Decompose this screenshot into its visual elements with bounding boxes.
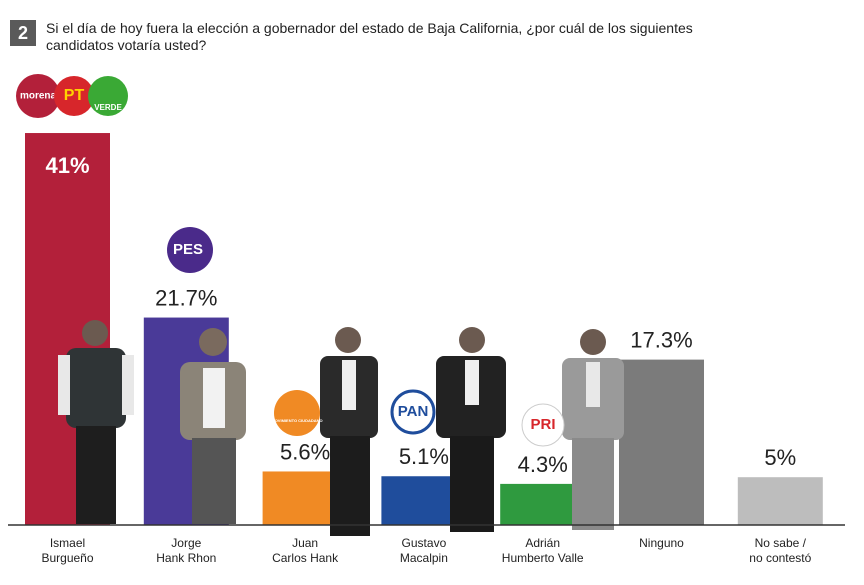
logo-text: PES: [173, 241, 203, 258]
value-label: 5.1%: [399, 444, 449, 469]
photo: [180, 328, 246, 524]
logo-text: PAN: [398, 403, 429, 420]
photo: [562, 329, 624, 530]
bar: [619, 359, 704, 525]
photo: [58, 320, 134, 524]
x-tick-label: Adrián Humberto Valle: [502, 536, 584, 565]
question-number: 2: [10, 20, 36, 46]
logo-text: MOVIMIENTO CIUDADANO: [271, 418, 322, 423]
logo-text: PRI: [530, 416, 555, 433]
value-label: 5.6%: [280, 439, 330, 464]
x-tick-label: No sabe / no contestó: [749, 536, 811, 565]
x-tick-label: Ninguno: [639, 536, 684, 550]
bars: [25, 133, 823, 526]
chart-title: Si el día de hoy fuera la elección a gob…: [46, 20, 693, 53]
logo-text: VERDE: [94, 103, 122, 112]
x-tick-label: Jorge Hank Rhon: [156, 536, 216, 565]
photo: [320, 327, 378, 536]
photo: [436, 327, 506, 532]
value-label: 41%: [45, 153, 89, 178]
photos: [58, 320, 624, 536]
logo-text: PT: [64, 87, 85, 104]
bar: [737, 477, 823, 525]
value-label: 21.7%: [155, 286, 217, 311]
logos: morena PT VERDE PES MOVIMIENTO CIUDADANO…: [16, 74, 565, 447]
x-tick-label: Juan Carlos Hank: [272, 536, 339, 565]
logo-text: morena: [20, 91, 57, 102]
bar: [500, 483, 586, 525]
x-tick-label: Ismael Burgueño: [41, 536, 93, 565]
value-label: 17.3%: [630, 328, 692, 353]
x-tick-label: Gustavo Macalpin: [400, 536, 448, 565]
value-label: 5%: [764, 445, 796, 470]
value-label: 4.3%: [518, 452, 568, 477]
